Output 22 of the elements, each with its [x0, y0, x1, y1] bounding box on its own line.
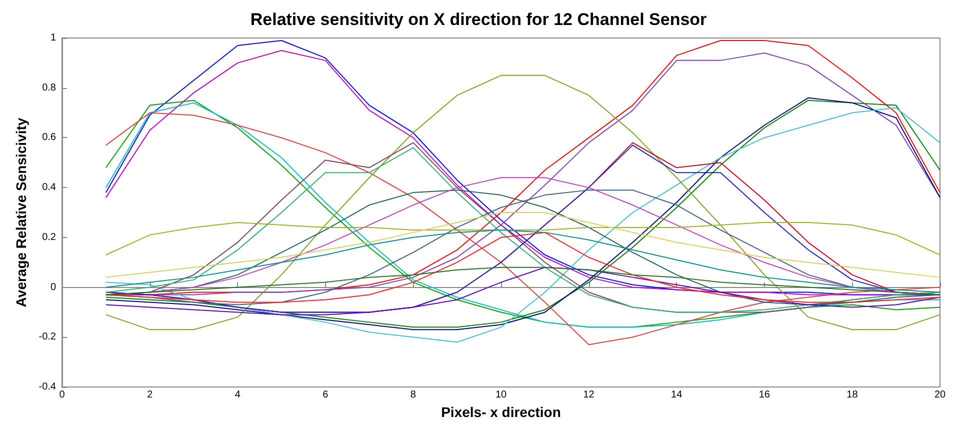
y-tick-label: 0.4 — [42, 182, 56, 194]
x-tick-label: 16 — [758, 390, 770, 400]
chart-title: Relative sensitivity on X direction for 12 Channel Sensor — [250, 10, 708, 29]
x-tick-label: 8 — [410, 390, 416, 400]
y-axis-title: Average Relative Sensicivity — [12, 118, 29, 308]
x-tick-label: 6 — [322, 390, 329, 400]
y-tick-label: 0.2 — [42, 232, 56, 243]
y-tick-label: 0 — [50, 282, 56, 293]
x-tick-label: 2 — [147, 390, 154, 400]
y-tick-label: 0.8 — [42, 82, 56, 94]
x-tick-label: 18 — [846, 390, 858, 400]
x-tick-label: 14 — [671, 390, 683, 400]
y-tick-label: 1 — [50, 32, 56, 44]
y-tick-label: -0.4 — [38, 382, 56, 392]
x-tick-label: 4 — [234, 390, 241, 400]
x-axis-title: Pixels- x direction — [441, 404, 561, 420]
x-tick-label: 10 — [495, 390, 507, 400]
x-tick-label: 0 — [59, 390, 66, 400]
x-tick-label: 12 — [583, 390, 595, 400]
y-tick-label: 0.6 — [42, 132, 56, 144]
x-tick-label: 20 — [934, 390, 946, 400]
y-tick-label: -0.2 — [38, 332, 56, 343]
